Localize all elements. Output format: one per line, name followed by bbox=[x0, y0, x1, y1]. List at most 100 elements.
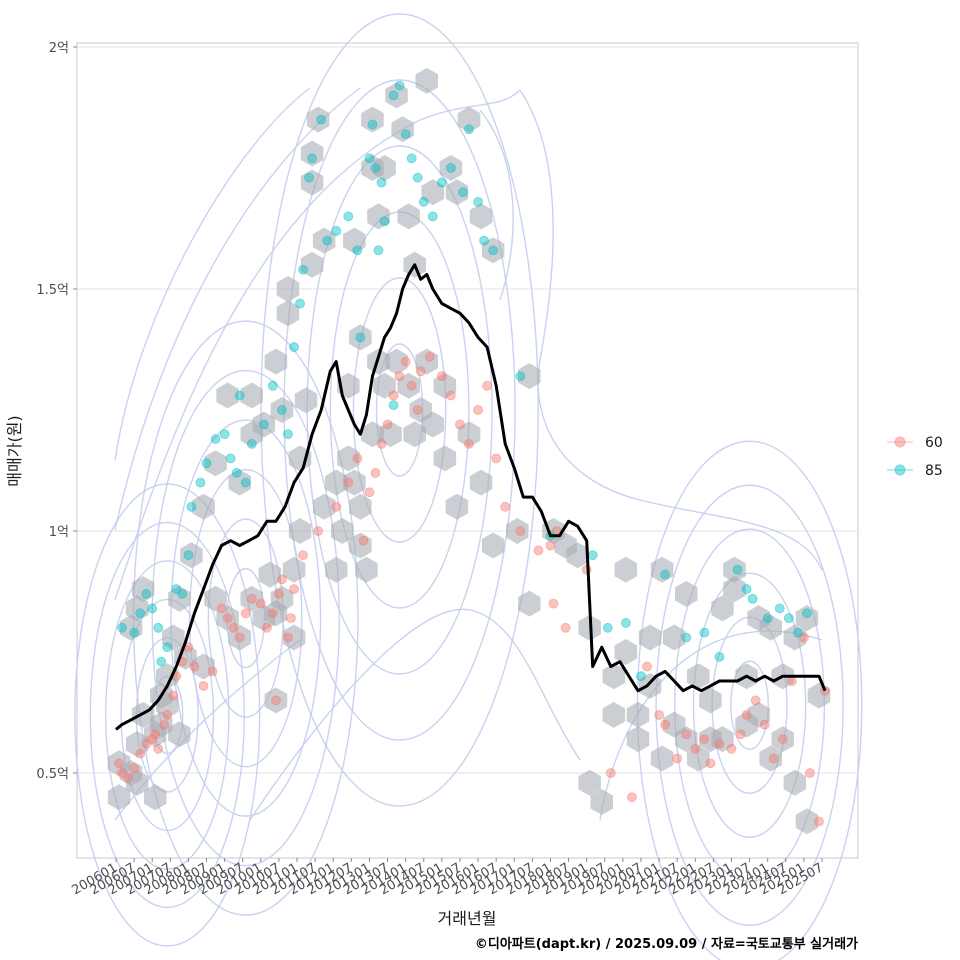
point-85 bbox=[258, 419, 269, 430]
point-60 bbox=[298, 550, 308, 561]
point-85 bbox=[373, 245, 384, 256]
point-85 bbox=[322, 235, 333, 246]
point-60 bbox=[114, 758, 124, 769]
legend-key-60 bbox=[894, 436, 906, 448]
hexbin-cell bbox=[156, 663, 179, 690]
point-85 bbox=[400, 129, 411, 140]
point-60 bbox=[289, 584, 299, 594]
point-60 bbox=[714, 739, 725, 749]
point-85 bbox=[316, 114, 327, 125]
point-60 bbox=[159, 719, 170, 730]
point-85 bbox=[343, 211, 354, 222]
hexbin-cell bbox=[107, 784, 131, 811]
point-60 bbox=[681, 729, 692, 740]
point-85 bbox=[479, 235, 489, 246]
point-85 bbox=[802, 608, 812, 619]
hexbin-cell bbox=[300, 251, 324, 278]
point-85 bbox=[458, 187, 468, 198]
point-85 bbox=[295, 298, 305, 309]
x-axis-title: 거래년월 bbox=[438, 909, 497, 928]
hexbin-cell bbox=[433, 445, 457, 472]
point-60 bbox=[777, 734, 788, 745]
point-85 bbox=[774, 603, 785, 614]
hexbin-cell bbox=[481, 532, 505, 559]
point-60 bbox=[261, 622, 272, 633]
hexbin-cell bbox=[125, 731, 149, 757]
hexbin-cell bbox=[566, 542, 589, 569]
point-60 bbox=[759, 719, 770, 730]
density-contour bbox=[104, 560, 230, 870]
hexbin-cell bbox=[675, 580, 698, 607]
point-85 bbox=[473, 196, 483, 207]
hexbin-cell bbox=[276, 300, 300, 327]
hexbin-cell bbox=[759, 745, 782, 772]
point-85 bbox=[355, 332, 366, 343]
point-85 bbox=[141, 589, 152, 599]
hexbin-cell bbox=[626, 726, 650, 753]
hexbin-cell bbox=[626, 701, 650, 728]
x-axis-ticks: 2006012006072007012007072008012008072009… bbox=[70, 858, 826, 898]
hexbin-cell bbox=[156, 692, 179, 719]
point-60 bbox=[147, 734, 158, 745]
y-tick-label: 0.5억 bbox=[36, 767, 69, 782]
point-60 bbox=[358, 535, 369, 546]
hexbin-cell bbox=[204, 585, 227, 612]
hexbin-cell bbox=[469, 203, 493, 230]
hexbin-cell bbox=[783, 624, 807, 651]
point-85 bbox=[277, 405, 287, 415]
density-contour-outer bbox=[114, 87, 311, 461]
point-85 bbox=[732, 564, 743, 575]
point-60 bbox=[699, 734, 710, 745]
point-60 bbox=[445, 390, 456, 401]
hexbin-cell bbox=[168, 585, 191, 612]
hexbin-cell bbox=[312, 227, 336, 254]
point-60 bbox=[436, 371, 447, 382]
point-85 bbox=[376, 177, 387, 188]
point-85 bbox=[240, 477, 251, 488]
point-60 bbox=[283, 632, 293, 643]
point-85 bbox=[135, 608, 146, 619]
hexbin-cell bbox=[343, 227, 366, 254]
hexbin-cell bbox=[288, 518, 312, 544]
point-60 bbox=[741, 710, 752, 720]
point-60 bbox=[228, 622, 239, 633]
point-60 bbox=[255, 598, 266, 609]
hexbin-cell bbox=[415, 348, 438, 375]
point-60 bbox=[726, 743, 737, 754]
point-85 bbox=[153, 622, 164, 633]
density-contour bbox=[260, 13, 539, 807]
point-60 bbox=[352, 453, 363, 464]
point-60 bbox=[286, 613, 296, 624]
hexbin-cell bbox=[252, 411, 276, 438]
source-caption: ©디아파트(dapt.kr) / 2025.09.09 / 자료=국토교통부 실… bbox=[475, 936, 858, 952]
point-60 bbox=[162, 710, 173, 720]
point-85 bbox=[331, 226, 342, 236]
hexbin-cell bbox=[294, 387, 318, 414]
hexbin-cell bbox=[602, 701, 626, 728]
point-60 bbox=[654, 710, 664, 720]
point-85 bbox=[183, 550, 194, 561]
point-60 bbox=[207, 666, 218, 677]
point-85 bbox=[225, 453, 236, 464]
density-contour bbox=[188, 468, 303, 768]
hexbin-cell bbox=[144, 784, 167, 811]
point-60 bbox=[277, 574, 287, 585]
point-85 bbox=[201, 458, 212, 469]
point-85 bbox=[156, 656, 167, 667]
point-60 bbox=[805, 768, 815, 778]
point-60 bbox=[246, 593, 257, 604]
point-60 bbox=[500, 501, 511, 512]
point-85 bbox=[364, 153, 375, 164]
density-contour-outer bbox=[114, 639, 301, 821]
point-60 bbox=[168, 690, 179, 701]
hexbin-cell bbox=[397, 203, 420, 230]
hexbin-cell bbox=[192, 493, 215, 520]
point-85 bbox=[162, 642, 173, 653]
density-contour bbox=[89, 521, 245, 909]
point-85 bbox=[714, 651, 725, 662]
hexbin-cell bbox=[264, 348, 288, 375]
hexbin-cell bbox=[771, 726, 794, 753]
point-85 bbox=[602, 622, 613, 633]
point-60 bbox=[473, 405, 483, 415]
